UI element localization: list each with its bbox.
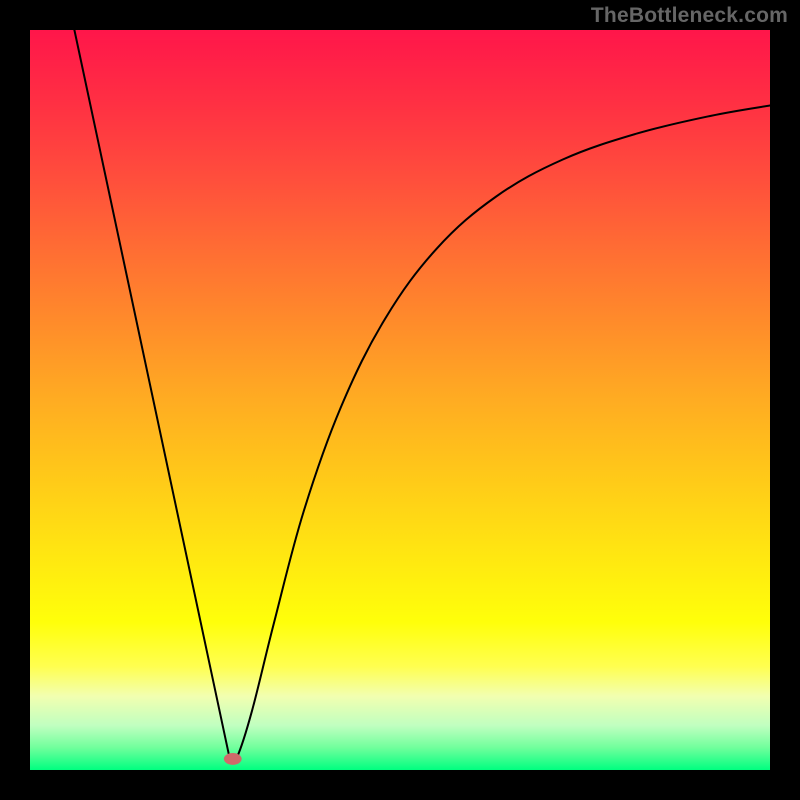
chart-frame: TheBottleneck.com — [0, 0, 800, 800]
watermark-text: TheBottleneck.com — [591, 4, 788, 28]
minimum-marker — [224, 753, 242, 765]
gradient-background — [30, 30, 770, 770]
plot-area — [30, 30, 770, 770]
chart-svg — [30, 30, 770, 770]
